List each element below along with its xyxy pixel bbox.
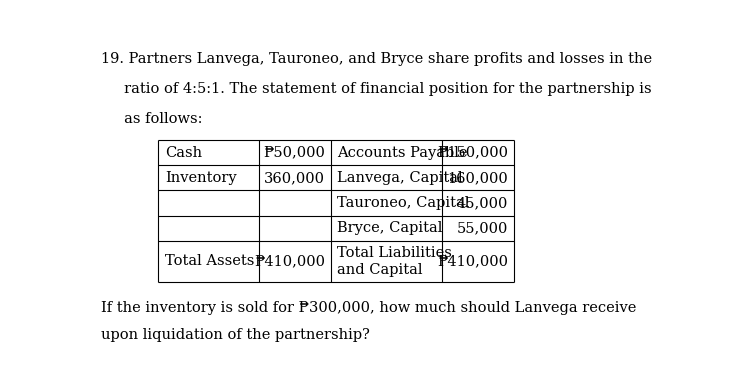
Text: Cash: Cash (165, 146, 203, 160)
Text: Lanvega, Capital: Lanvega, Capital (337, 171, 463, 185)
Text: upon liquidation of the partnership?: upon liquidation of the partnership? (101, 328, 370, 342)
Text: 160,000: 160,000 (448, 171, 508, 185)
Text: Total Liabilities
and Capital: Total Liabilities and Capital (337, 246, 452, 277)
Text: Accounts Payable: Accounts Payable (337, 146, 468, 160)
Text: Bryce, Capital: Bryce, Capital (337, 221, 443, 235)
Text: 19. Partners Lanvega, Tauroneo, and Bryce share profits and losses in the: 19. Partners Lanvega, Tauroneo, and Bryc… (101, 52, 652, 66)
Text: ₱150,000: ₱150,000 (437, 146, 508, 160)
Text: If the inventory is sold for ₱300,000, how much should Lanvega receive: If the inventory is sold for ₱300,000, h… (101, 301, 636, 315)
Text: ₱410,000: ₱410,000 (437, 255, 508, 269)
Text: ₱410,000: ₱410,000 (254, 255, 325, 269)
Text: 55,000: 55,000 (457, 221, 508, 235)
Text: Tauroneo, Capital: Tauroneo, Capital (337, 196, 470, 210)
Text: ₱50,000: ₱50,000 (263, 146, 325, 160)
Text: Total Assets: Total Assets (165, 255, 255, 269)
Text: 45,000: 45,000 (457, 196, 508, 210)
Text: 360,000: 360,000 (263, 171, 325, 185)
Text: ratio of 4:5:1. The statement of financial position for the partnership is: ratio of 4:5:1. The statement of financi… (101, 82, 652, 96)
Text: Inventory: Inventory (165, 171, 237, 185)
Text: as follows:: as follows: (101, 112, 203, 126)
